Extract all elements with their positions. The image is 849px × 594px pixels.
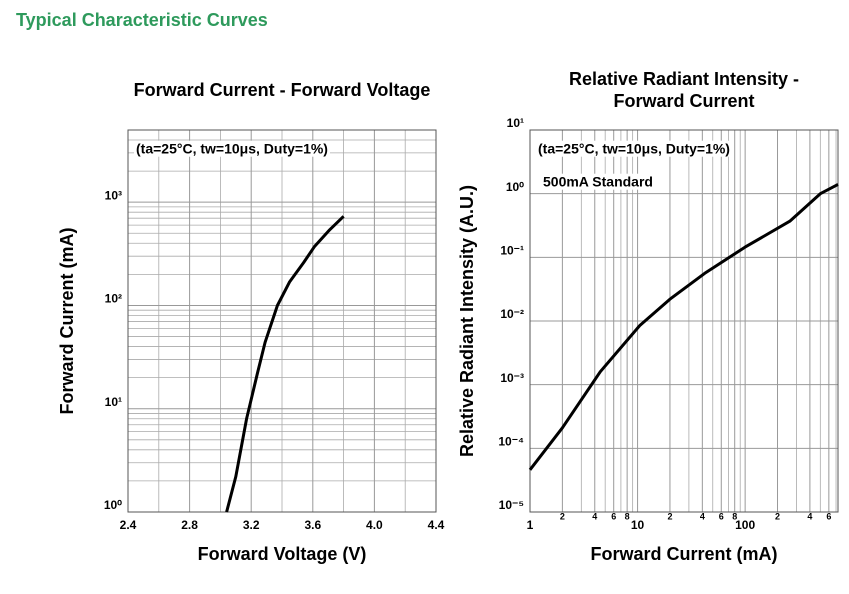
x-tick-label: 10 <box>631 518 645 532</box>
x-tick-label: 2.4 <box>120 518 137 532</box>
annotation: (ta=25°C, tw=10μs, Duty=1%) <box>536 140 732 157</box>
annotation-background <box>541 173 655 190</box>
annotation-background <box>134 140 330 157</box>
x-tick-label: 6 <box>719 511 724 521</box>
annotation: (ta=25°C, tw=10μs, Duty=1%) <box>134 140 330 157</box>
x-tick-label: 6 <box>611 511 616 521</box>
x-tick-label: 4 <box>807 511 812 521</box>
x-tick-label: 8 <box>625 511 630 521</box>
y-tick-label: 10⁻⁵ <box>499 498 524 512</box>
x-tick-label: 8 <box>732 511 737 521</box>
y-tick-label: 10¹ <box>105 395 122 409</box>
x-tick-label: 6 <box>826 511 831 521</box>
x-tick-label: 4.0 <box>366 518 383 532</box>
y-tick-label: 10³ <box>105 188 122 202</box>
y-tick-label: 10⁻⁴ <box>498 435 524 449</box>
x-tick-label: 2 <box>667 511 672 521</box>
y-tick-label: 10⁻³ <box>500 371 524 385</box>
x-tick-label: 4 <box>592 511 597 521</box>
curve <box>225 215 345 513</box>
x-axis-label: Forward Voltage (V) <box>198 544 367 564</box>
annotation-text: 500mA Standard <box>543 174 653 190</box>
x-tick-label: 1 <box>527 518 534 532</box>
x-tick-label: 4 <box>700 511 705 521</box>
x-tick-label: 100 <box>735 518 755 532</box>
annotation: 500mA Standard <box>541 173 655 190</box>
x-tick-label: 2 <box>775 511 780 521</box>
y-axis-label: Relative Radiant Intensity (A.U.) <box>457 185 477 457</box>
chart-title: Forward Current - Forward Voltage <box>134 80 431 100</box>
y-tick-label: 10² <box>105 292 122 306</box>
chart-title: Forward Current <box>613 91 754 111</box>
page-title: Typical Characteristic Curves <box>16 10 268 30</box>
y-tick-label: 10¹ <box>507 116 524 130</box>
annotation-background <box>536 140 732 157</box>
curve <box>528 183 839 471</box>
chart-title: Relative Radiant Intensity - <box>569 69 799 89</box>
y-tick-label: 10⁰ <box>506 180 524 194</box>
plot-frame <box>529 129 839 513</box>
x-axis-label: Forward Current (mA) <box>590 544 777 564</box>
y-tick-label: 10⁻² <box>500 307 524 321</box>
y-axis-label: Forward Current (mA) <box>57 227 77 414</box>
plot-frame <box>127 129 437 513</box>
x-tick-label: 3.6 <box>304 518 321 532</box>
y-tick-label: 10⁻¹ <box>500 244 524 258</box>
x-tick-label: 3.2 <box>243 518 260 532</box>
annotation-text: (ta=25°C, tw=10μs, Duty=1%) <box>538 141 730 157</box>
x-tick-label: 2 <box>560 511 565 521</box>
y-tick-label: 10⁰ <box>104 498 122 512</box>
x-tick-label: 4.4 <box>428 518 445 532</box>
x-tick-label: 2.8 <box>181 518 198 532</box>
annotation-text: (ta=25°C, tw=10μs, Duty=1%) <box>136 141 328 157</box>
